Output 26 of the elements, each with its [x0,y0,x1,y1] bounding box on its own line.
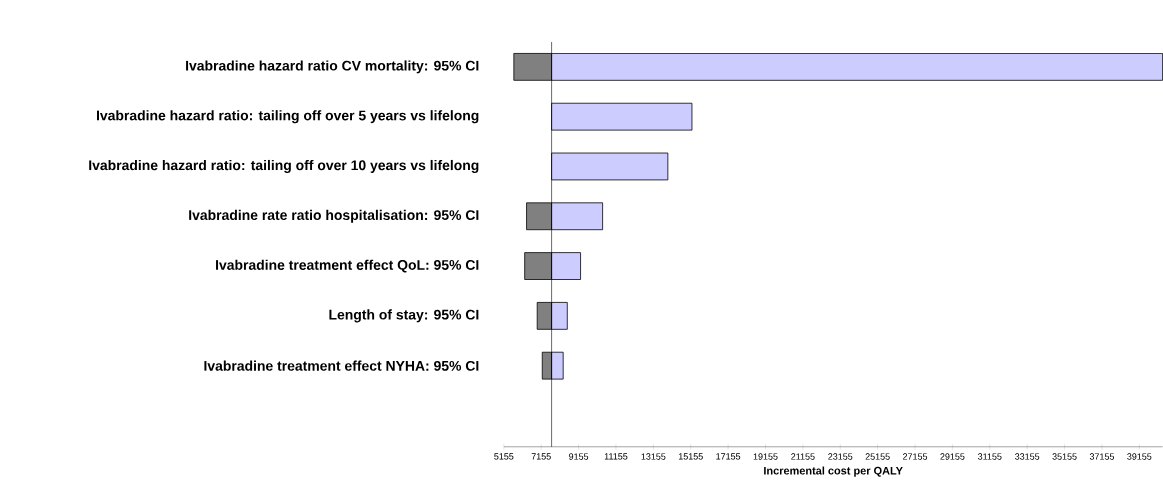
x-tick-label: 7155 [531,453,551,460]
y-tick-label: Ivabradine hazard ratio CV mortality: 95% CI [186,60,479,74]
x-tick-label: 23155 [828,453,853,460]
x-tick-label: 35155 [1052,453,1077,460]
x-axis-title: Incremental cost per QALY [764,466,903,477]
x-tick-label: 15155 [678,453,703,460]
x-tick-label: 29155 [940,453,965,460]
x-tick-label: 21155 [791,453,815,460]
x-tick-label: 33155 [1015,453,1040,460]
x-tick-label: 11155 [604,453,628,460]
y-tick-label: Ivabradine hazard ratio: tailing off over 5 years vs lifelong [96,110,479,124]
x-tick-label: 25155 [865,453,890,460]
y-tick-label: Ivabradine hazard ratio: tailing off over 10 years vs lifelong [89,160,479,174]
x-tick-label: 39155 [1127,453,1152,460]
x-tick-label: 9155 [569,453,589,460]
y-tick-label: Ivabradine rate ratio hospitalisation: 95% CI [189,209,479,223]
x-tick-label: 13155 [641,453,666,460]
y-tick-label: Ivabradine treatment effect QoL: 95% CI [216,259,479,273]
x-tick-label: 31155 [978,453,1002,460]
x-tick-label: 17155 [716,453,741,460]
x-tick-label: 5155 [494,453,514,460]
y-tick-label: Length of stay: 95% CI [329,309,479,323]
x-tick-label: 37155 [1089,453,1115,460]
x-tick-label: 19155 [753,453,778,460]
y-tick-label: Ivabradine treatment effect NYHA: 95% CI [204,360,479,371]
x-tick-label: 27155 [903,453,928,460]
